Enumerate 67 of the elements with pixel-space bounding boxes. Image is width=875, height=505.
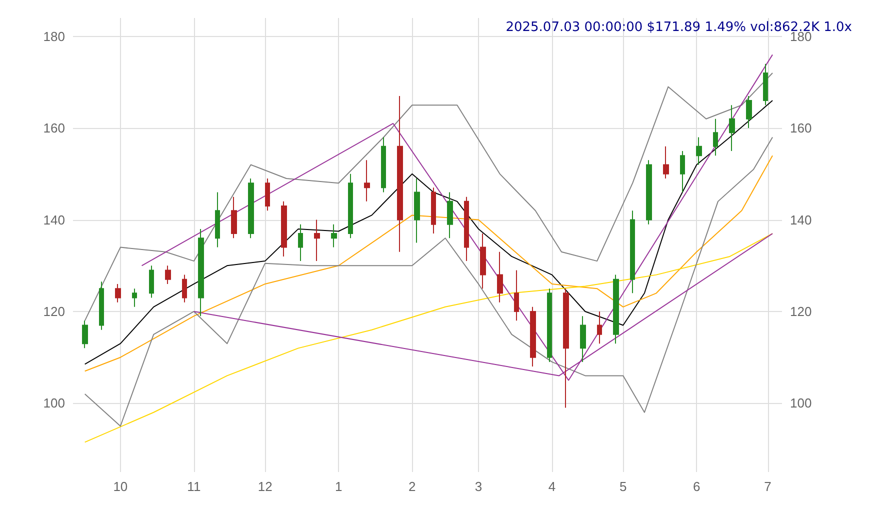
line-series [84, 155, 774, 372]
candlestick [397, 95, 403, 252]
candlestick [713, 118, 718, 156]
candlestick [348, 173, 353, 239]
candlestick [149, 265, 154, 298]
candlestick [480, 233, 486, 290]
candlestick [215, 192, 220, 248]
line-series [84, 233, 774, 443]
candlestick [331, 224, 337, 248]
candlestick [763, 63, 768, 106]
candlestick [298, 224, 303, 262]
line-series [84, 100, 774, 365]
candlestick [497, 251, 503, 303]
x-tick-label: 5 [620, 479, 627, 494]
candlestick [198, 228, 204, 317]
candlestick [547, 288, 552, 362]
line-series [84, 72, 774, 322]
x-tick-label: 2 [408, 479, 416, 494]
x-tick-label: 6 [693, 479, 700, 494]
candlestick [729, 104, 735, 152]
candlestick [314, 219, 320, 262]
x-tick-label: 11 [187, 479, 201, 494]
candlestick [646, 160, 652, 225]
candlestick [563, 288, 569, 408]
y-tick-label: 100 [43, 396, 65, 411]
candlestick [231, 196, 237, 239]
candlestick [99, 281, 104, 330]
y2-tick-label: 100 [790, 396, 812, 411]
candlestick [447, 192, 453, 239]
candlestick [663, 146, 669, 180]
y-tick-label: 140 [43, 212, 65, 228]
candlestick [281, 200, 287, 257]
line-series [84, 136, 774, 427]
y-tick-label: 160 [43, 120, 65, 136]
candlestick [165, 265, 171, 284]
candlestick [613, 274, 619, 344]
candlestick [464, 196, 469, 262]
y2-tick-label: 120 [790, 304, 812, 319]
x-tick-label: 12 [258, 479, 272, 494]
candlestick [514, 270, 519, 322]
candlestick [381, 136, 386, 193]
candlestick [132, 288, 137, 308]
candlestick [115, 283, 121, 303]
y2-tick-label: 160 [790, 120, 812, 136]
candlestick [182, 274, 187, 303]
candlestick [414, 178, 420, 244]
candlestick [680, 150, 685, 193]
candlestick [580, 316, 586, 362]
candlestick [431, 187, 436, 234]
candlestick [265, 178, 270, 212]
candlestick [248, 178, 254, 239]
candlestick [630, 210, 635, 294]
candlestick [696, 136, 702, 166]
x-tick-label: 1 [334, 479, 342, 494]
y-tick-label: 120 [43, 304, 65, 319]
candlestick [746, 95, 752, 129]
line-series [141, 54, 774, 381]
candlestick [530, 306, 536, 368]
x-tick-label: 10 [113, 479, 128, 494]
x-tick-label: 4 [548, 479, 556, 494]
y2-tick-label: 140 [790, 212, 812, 228]
x-tick-label: 7 [764, 479, 772, 494]
candlestick [82, 320, 88, 349]
candlestick [597, 310, 602, 344]
x-tick-label: 3 [474, 479, 482, 494]
y-tick-label: 180 [43, 28, 65, 44]
candlestick [364, 160, 370, 202]
